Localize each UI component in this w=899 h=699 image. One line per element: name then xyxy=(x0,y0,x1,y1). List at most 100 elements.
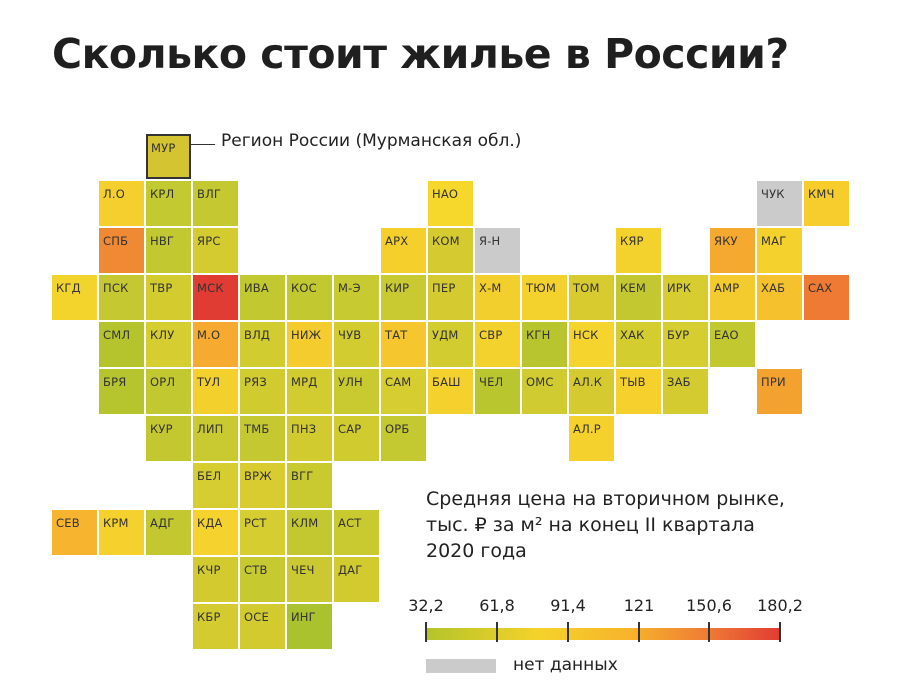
region-code: НИЖ xyxy=(291,328,322,342)
region-tile: ТЫВ xyxy=(616,369,661,414)
region-code: ВРЖ xyxy=(244,469,272,483)
region-tile: ПРИ xyxy=(757,369,802,414)
region-tile: ЗАБ xyxy=(663,369,708,414)
region-tile: ЧЕЛ xyxy=(475,369,520,414)
region-tile: УДМ xyxy=(428,322,473,367)
region-code: ОМС xyxy=(526,375,554,389)
no-data-label: нет данных xyxy=(513,655,618,675)
region-tile: ОРБ xyxy=(381,416,426,461)
region-tile: НАО xyxy=(428,181,473,226)
region-tile: РСТ xyxy=(240,510,285,555)
region-tile: АЛ.Р xyxy=(569,416,614,461)
region-tile: ТВР xyxy=(146,275,191,320)
region-code: ОРБ xyxy=(385,422,410,436)
region-tile: ВЛГ xyxy=(193,181,238,226)
region-code: ХАК xyxy=(620,328,645,342)
region-code: НСК xyxy=(573,328,599,342)
region-code: АЛ.К xyxy=(573,375,603,389)
region-tile: СТВ xyxy=(240,557,285,602)
region-tile: ПЕР xyxy=(428,275,473,320)
region-tile: ДАГ xyxy=(334,557,379,602)
region-code: КРЛ xyxy=(150,187,175,201)
region-code: КРМ xyxy=(103,516,129,530)
region-tile: КУР xyxy=(146,416,191,461)
region-code: ИВА xyxy=(244,281,269,295)
region-tile: ИВА xyxy=(240,275,285,320)
region-tile: МРД xyxy=(287,369,332,414)
region-code: АРХ xyxy=(385,234,409,248)
region-tile: КЧР xyxy=(193,557,238,602)
region-tile: МАГ xyxy=(757,228,802,273)
region-tile: ЧЕЧ xyxy=(287,557,332,602)
region-tile: Л.О xyxy=(99,181,144,226)
scale-gradient-bar xyxy=(426,628,780,640)
region-tile: ВГГ xyxy=(287,463,332,508)
region-code: ЛИП xyxy=(197,422,224,436)
region-code: АСТ xyxy=(338,516,362,530)
region-tile: АСТ xyxy=(334,510,379,555)
legend-sample-code: МУР xyxy=(151,141,176,155)
scale-tick-label: 121 xyxy=(623,596,655,615)
region-code: МРД xyxy=(291,375,318,389)
region-code: МАГ xyxy=(761,234,787,248)
region-code: РЯЗ xyxy=(244,375,267,389)
region-code: ТОМ xyxy=(573,281,600,295)
region-tile: ПНЗ xyxy=(287,416,332,461)
region-tile: СПБ xyxy=(99,228,144,273)
region-tile: ЧУК xyxy=(757,181,802,226)
region-tile: КДА xyxy=(193,510,238,555)
region-tile: ОМС xyxy=(522,369,567,414)
region-code: ПСК xyxy=(103,281,129,295)
region-code: КМЧ xyxy=(808,187,835,201)
region-code: АЛ.Р xyxy=(573,422,601,436)
legend-caption: Средняя цена на вторичном рынке, тыс. ₽ … xyxy=(426,486,846,564)
region-code: АМР xyxy=(714,281,740,295)
region-tile: ЯКУ xyxy=(710,228,755,273)
legend-pointer-line xyxy=(191,144,215,145)
region-code: ВЛГ xyxy=(197,187,222,201)
region-code: ДАГ xyxy=(338,563,363,577)
region-tile: БРЯ xyxy=(99,369,144,414)
region-tile: МСК xyxy=(193,275,238,320)
scale-tick xyxy=(708,622,710,642)
region-code: АДГ xyxy=(150,516,175,530)
region-tile: АЛ.К xyxy=(569,369,614,414)
region-tile: ТОМ xyxy=(569,275,614,320)
region-code: КГН xyxy=(526,328,551,342)
scale-tick xyxy=(496,622,498,642)
scale-tick-label: 180,2 xyxy=(757,596,803,615)
region-tile: М.О xyxy=(193,322,238,367)
region-code: КИР xyxy=(385,281,410,295)
region-code: САХ xyxy=(808,281,833,295)
region-tile: СВР xyxy=(475,322,520,367)
region-tile: ВЛД xyxy=(240,322,285,367)
scale-tick-label: 32,2 xyxy=(408,596,444,615)
region-code: НВГ xyxy=(150,234,175,248)
region-code: ПЕР xyxy=(432,281,456,295)
region-code: ЧУВ xyxy=(338,328,362,342)
region-tile: УЛН xyxy=(334,369,379,414)
region-code: РСТ xyxy=(244,516,267,530)
region-tile: Х-М xyxy=(475,275,520,320)
region-code: ЧЕЛ xyxy=(479,375,504,389)
region-code: ОСЕ xyxy=(244,610,269,624)
caption-line-1: Средняя цена на вторичном рынке, xyxy=(426,488,785,510)
scale-tick-label: 61,8 xyxy=(479,596,515,615)
region-tile: КОМ xyxy=(428,228,473,273)
region-tile: БЕЛ xyxy=(193,463,238,508)
region-code: КЛУ xyxy=(150,328,175,342)
region-code: ИНГ xyxy=(291,610,316,624)
region-code: КБР xyxy=(197,610,221,624)
scale-tick xyxy=(567,622,569,642)
region-tile: КЕМ xyxy=(616,275,661,320)
region-code: КЧР xyxy=(197,563,221,577)
region-tile: КОС xyxy=(287,275,332,320)
region-tile: СМЛ xyxy=(99,322,144,367)
region-code: ИРК xyxy=(667,281,692,295)
region-code: ТАТ xyxy=(385,328,408,342)
region-tile: РЯЗ xyxy=(240,369,285,414)
region-code: КГД xyxy=(56,281,81,295)
region-code: ЯКУ xyxy=(714,234,738,248)
region-tile: ОСЕ xyxy=(240,604,285,649)
